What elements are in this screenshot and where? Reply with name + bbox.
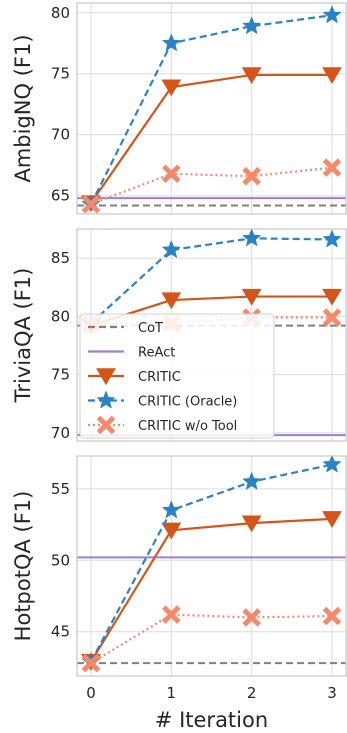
point-critic-w-o-tool — [162, 605, 181, 624]
point-critic — [161, 522, 182, 540]
y-tick-label: 75 — [51, 65, 70, 83]
series-line-critic-w-o-tool — [90, 166, 333, 206]
point-critic-w-o-tool — [162, 164, 181, 184]
y-tick-label: 70 — [51, 424, 70, 442]
point-critic — [161, 292, 182, 310]
series-line-critic — [90, 73, 332, 204]
plot-frame — [76, 2, 347, 215]
point-critic — [322, 511, 342, 528]
legend-box — [79, 313, 275, 439]
y-tick-label: 80 — [51, 4, 70, 22]
y-tick-label: 85 — [51, 249, 70, 267]
x-tick-label: 3 — [327, 684, 337, 702]
point-critic-oracle — [323, 455, 341, 473]
plot-area — [77, 456, 346, 676]
plot-frame — [76, 455, 347, 677]
legend-marker — [96, 415, 116, 435]
series-line-critic-oracle — [90, 237, 333, 325]
point-critic-w-o-tool — [242, 608, 261, 627]
point-critic-oracle — [162, 33, 181, 51]
y-tick-label: 75 — [51, 366, 70, 384]
point-critic — [241, 288, 262, 306]
point-critic-oracle — [242, 16, 261, 34]
x-tick-label: 0 — [86, 684, 96, 702]
legend-item-cot: CoT — [88, 321, 163, 336]
legend-label: CRITIC — [138, 370, 181, 385]
legend-item-critic-w-o-tool: CRITIC w/o Tool — [88, 415, 237, 435]
point-critic-w-o-tool — [322, 308, 342, 327]
y-axis-label: TriviaQA (F1) — [11, 268, 35, 404]
point-critic-oracle — [323, 230, 341, 248]
legend-marker — [97, 391, 115, 409]
point-critic-w-o-tool — [322, 606, 342, 626]
plot-area — [77, 3, 346, 214]
point-critic-oracle — [323, 5, 341, 23]
point-critic-oracle — [162, 240, 181, 258]
y-tick-label: 70 — [51, 126, 70, 144]
point-critic — [161, 79, 182, 97]
series-line-critic-oracle — [90, 463, 333, 663]
legend-label: CRITIC (Oracle) — [138, 395, 237, 410]
panel-hotpotqa: 45 50 55 HotpotQA (F1) — [11, 455, 347, 677]
point-critic-w-o-tool — [242, 166, 261, 186]
point-critic — [241, 67, 262, 85]
y-tick-label: 45 — [51, 623, 70, 641]
point-critic — [322, 288, 342, 306]
legend-item-critic: CRITIC — [88, 368, 181, 386]
series-line-critic — [90, 295, 332, 327]
point-critic-oracle — [242, 472, 261, 490]
x-tick-label: 2 — [247, 684, 257, 702]
y-axis-label: HotpotQA (F1) — [11, 491, 35, 642]
legend: CoT ReAct CRITIC CRITIC (Oracle) CRITIC w/o … — [79, 313, 275, 439]
legend-marker — [96, 368, 116, 386]
point-critic-oracle — [242, 228, 261, 246]
legend-label: ReAct — [138, 346, 175, 361]
series-line-critic-w-o-tool — [90, 613, 333, 665]
x-axis-label: # Iteration — [155, 708, 268, 732]
x-tick-label: 1 — [167, 684, 177, 702]
point-critic — [241, 515, 262, 533]
point-critic-oracle — [162, 500, 181, 518]
legend-item-react: ReAct — [88, 346, 175, 361]
legend-item-critic-oracle: CRITIC (Oracle) — [88, 391, 237, 410]
point-critic — [322, 67, 342, 85]
y-axis-label: AmbigNQ (F1) — [11, 34, 35, 182]
legend-label: CoT — [138, 321, 163, 336]
series-line-critic — [90, 517, 333, 663]
legend-label: CRITIC w/o Tool — [138, 419, 237, 434]
plot-frame — [76, 228, 347, 442]
y-tick-label: 55 — [51, 480, 70, 498]
y-tick-label: 80 — [51, 307, 70, 325]
point-critic-w-o-tool — [81, 194, 101, 214]
y-tick-label: 65 — [51, 187, 70, 205]
y-tick-label: 50 — [51, 551, 70, 569]
panel-ambignq: 65 70 75 80 AmbigNQ (F1) — [11, 2, 347, 215]
series-line-critic-oracle — [90, 14, 333, 205]
point-critic-w-o-tool — [322, 158, 342, 177]
point-critic-w-o-tool — [81, 653, 101, 673]
